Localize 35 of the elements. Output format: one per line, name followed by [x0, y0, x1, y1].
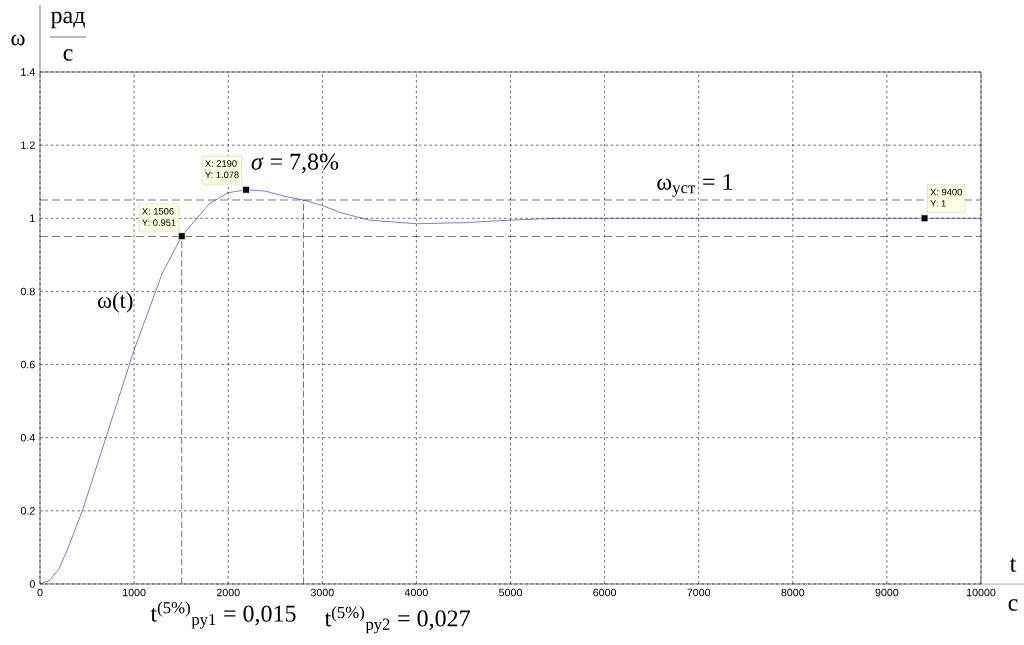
x-tick-label: 0	[37, 588, 43, 597]
annotation: X: 9400	[930, 188, 962, 196]
x-tick-label: 5000	[499, 588, 522, 597]
annotation: Y: 1.078	[205, 171, 239, 179]
text: t$^{(5%)}$$_{ру1}$ = 0,015	[150, 601, 296, 629]
series-label: ω(t)	[98, 292, 133, 313]
y-tick-label: 0.4	[20, 433, 35, 442]
x-tick-label: 9000	[875, 588, 899, 597]
text: t$^{(5%)}$$_{ру2}$ = 0,027	[324, 606, 470, 634]
x-tick-label: 4000	[404, 588, 428, 597]
annotation: ω$_{уст}$ = 1	[657, 173, 733, 197]
annotation: Y: 1	[930, 200, 946, 207]
x-tick-label: 2000	[216, 588, 240, 597]
x-tick-label: 1000	[123, 588, 146, 597]
y-tick-label: 0.2	[20, 507, 35, 515]
y-tick-label: 1	[30, 214, 35, 222]
y-tick-label: 1.2	[21, 141, 35, 149]
x-tick-label: 8000	[781, 588, 805, 597]
y-tick-label: 0.8	[20, 287, 35, 296]
y-tick-label: 0.6	[20, 360, 35, 369]
x-tick-label: 7000	[687, 588, 711, 597]
annotation: X: 1506	[142, 208, 174, 215]
annotation: X: 2190	[205, 160, 237, 167]
annotation: σ = 7,8%	[251, 153, 339, 174]
text: ω	[11, 34, 25, 46]
y-tick-label: 0	[29, 580, 35, 588]
x-tick-label: 3000	[310, 588, 334, 597]
annotation: Y: 0.951	[142, 219, 176, 226]
x-tick-label: 10000	[966, 588, 996, 597]
x-axis-title: t	[1009, 558, 1017, 572]
y-tick-label: 1.4	[21, 68, 35, 76]
text: рад	[50, 11, 85, 29]
text: с	[63, 49, 73, 61]
text: с	[1008, 599, 1018, 611]
x-tick-label: 6000	[593, 588, 617, 597]
